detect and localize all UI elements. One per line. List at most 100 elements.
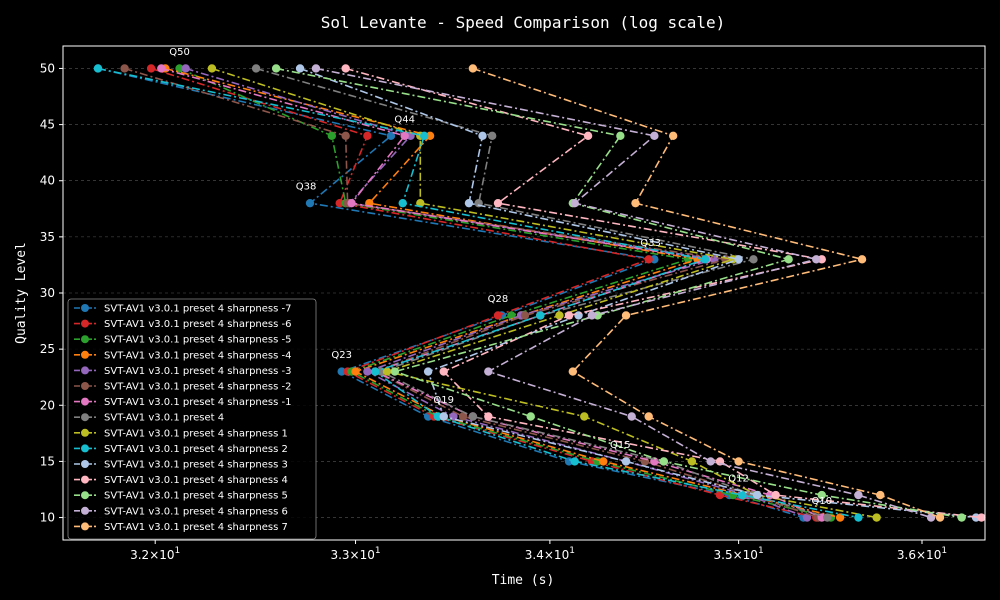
data-point — [700, 255, 710, 264]
data-point — [687, 457, 697, 466]
quality-annotation: Q28 — [488, 294, 509, 305]
y-tick-label: 50 — [40, 61, 55, 75]
y-axis-label: Quality Level — [14, 242, 29, 344]
series-9 — [207, 64, 881, 522]
data-point — [363, 367, 372, 376]
legend-marker — [81, 491, 89, 500]
data-point — [382, 367, 392, 376]
data-point — [468, 412, 478, 421]
data-point — [580, 412, 589, 421]
series-line — [315, 67, 932, 519]
data-point — [802, 513, 812, 522]
data-point — [493, 311, 503, 320]
quality-annotation: Q44 — [394, 114, 415, 125]
data-point — [812, 255, 821, 264]
series-line — [97, 67, 804, 519]
y-tick-label: 20 — [40, 398, 55, 412]
series-line — [185, 67, 808, 519]
x-tick-mantissa: 3.2×10 — [130, 548, 174, 562]
legend-label: SVT-AV1 v3.0.1 preset 4 sharpness -5 — [104, 335, 291, 346]
data-point — [957, 513, 966, 522]
legend-entry: SVT-AV1 v3.0.1 preset 4 sharpness -2 — [74, 382, 291, 393]
legend-entry: SVT-AV1 v3.0.1 preset 4 sharpness 7 — [74, 522, 288, 533]
data-point — [484, 412, 493, 421]
data-point — [835, 513, 845, 522]
x-tick-mantissa: 3.5×10 — [714, 548, 758, 562]
data-point — [93, 64, 103, 73]
legend-marker — [81, 506, 89, 515]
y-tick-label: 10 — [40, 511, 55, 525]
data-point — [570, 198, 579, 208]
series-11 — [295, 64, 981, 522]
data-point — [341, 64, 350, 73]
data-point — [644, 412, 653, 421]
series-15 — [468, 64, 945, 522]
data-point — [659, 457, 668, 466]
quality-annotation: Q15 — [610, 440, 631, 451]
series-line — [150, 67, 817, 519]
data-point — [295, 64, 305, 73]
y-axis-ticks: 10 15 20 25 30 35 40 45 50 — [40, 61, 63, 525]
data-point — [857, 255, 867, 264]
legend-marker — [81, 444, 89, 453]
data-point — [478, 131, 487, 141]
legend-marker — [81, 397, 89, 406]
series-line — [97, 67, 859, 519]
data-point — [568, 367, 578, 376]
data-point — [706, 457, 715, 466]
data-point — [420, 131, 429, 141]
legend-label: SVT-AV1 v3.0.1 preset 4 sharpness 4 — [104, 475, 288, 486]
data-point — [876, 490, 885, 500]
data-point — [570, 457, 579, 466]
data-point — [616, 131, 625, 141]
series-line — [472, 67, 941, 519]
data-point — [734, 457, 743, 466]
data-point — [311, 64, 321, 73]
data-point — [771, 490, 780, 500]
legend-box — [67, 298, 317, 540]
data-point — [487, 131, 497, 141]
legend-marker — [81, 428, 89, 437]
x-tick-exponent: 1 — [375, 546, 381, 556]
data-point — [347, 198, 356, 208]
data-point — [363, 131, 372, 141]
data-point — [564, 311, 574, 320]
legend-marker — [81, 382, 89, 390]
legend-entry: SVT-AV1 v3.0.1 preset 4 — [74, 413, 224, 424]
data-point — [351, 367, 360, 376]
data-point — [752, 490, 762, 500]
legend-entry: SVT-AV1 v3.0.1 preset 4 sharpness -4 — [74, 350, 291, 361]
series-line — [299, 67, 977, 519]
quality-annotation: Q23 — [331, 350, 352, 361]
x-axis-label: Time (s) — [492, 573, 555, 588]
legend-label: SVT-AV1 v3.0.1 preset 4 sharpness 6 — [104, 506, 288, 517]
y-tick-label: 15 — [40, 454, 55, 468]
legend-marker — [81, 475, 89, 484]
data-point — [621, 311, 631, 320]
data-point — [390, 367, 400, 376]
data-point — [386, 131, 396, 141]
x-tick-mantissa: 3.3×10 — [330, 548, 374, 562]
x-tick-exponent: 1 — [758, 546, 764, 556]
data-point — [493, 198, 503, 208]
legend-entry: SVT-AV1 v3.0.1 preset 4 sharpness 2 — [74, 444, 288, 455]
data-point — [439, 412, 448, 421]
legend-label: SVT-AV1 v3.0.1 preset 4 sharpness -3 — [104, 366, 291, 377]
quality-annotation: Q19 — [433, 395, 454, 406]
data-point — [587, 311, 597, 320]
x-axis-ticks: 3.2×101 3.3×101 3.4×101 3.5×101 3.6×101 — [130, 540, 947, 562]
legend-label: SVT-AV1 v3.0.1 preset 4 sharpness 5 — [104, 491, 288, 502]
series-line — [255, 67, 828, 519]
series-line — [211, 67, 877, 519]
quality-annotation: Q33 — [640, 238, 661, 249]
data-point — [398, 198, 407, 208]
data-point — [157, 64, 166, 73]
data-point — [146, 64, 156, 73]
legend-entry: SVT-AV1 v3.0.1 preset 4 sharpness 3 — [74, 460, 288, 471]
data-point — [484, 367, 493, 376]
data-point — [574, 311, 583, 320]
data-point — [439, 367, 448, 376]
data-point — [520, 311, 530, 320]
data-point — [337, 367, 346, 376]
legend-marker — [81, 366, 89, 375]
